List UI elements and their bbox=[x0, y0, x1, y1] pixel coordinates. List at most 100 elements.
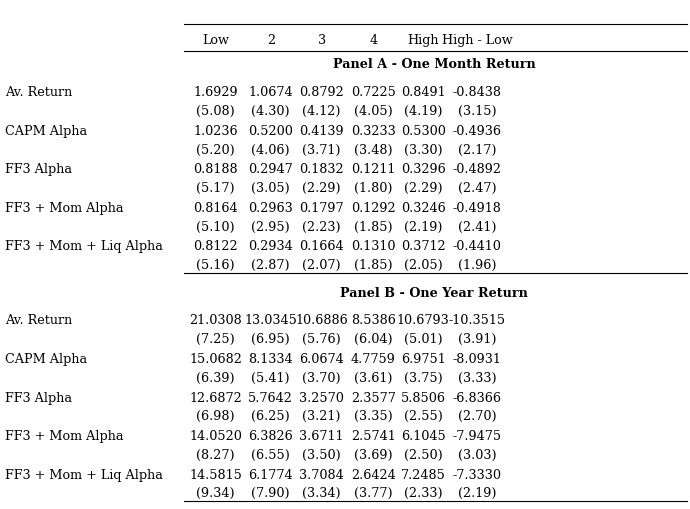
Text: Panel B - One Year Return: Panel B - One Year Return bbox=[340, 286, 529, 299]
Text: 6.0674: 6.0674 bbox=[299, 352, 344, 365]
Text: (3.15): (3.15) bbox=[457, 105, 496, 118]
Text: (6.25): (6.25) bbox=[251, 410, 290, 422]
Text: 0.8122: 0.8122 bbox=[193, 240, 238, 253]
Text: 0.5200: 0.5200 bbox=[248, 125, 293, 137]
Text: 6.9751: 6.9751 bbox=[401, 352, 446, 365]
Text: 8.1334: 8.1334 bbox=[248, 352, 293, 365]
Text: FF3 + Mom + Liq Alpha: FF3 + Mom + Liq Alpha bbox=[5, 468, 163, 480]
Text: 14.5815: 14.5815 bbox=[189, 468, 242, 480]
Text: (2.87): (2.87) bbox=[251, 259, 290, 272]
Text: 0.1211: 0.1211 bbox=[351, 163, 395, 176]
Text: 6.1774: 6.1774 bbox=[248, 468, 293, 480]
Text: (2.19): (2.19) bbox=[457, 487, 496, 499]
Text: (6.95): (6.95) bbox=[251, 332, 290, 346]
Text: (3.30): (3.30) bbox=[404, 143, 443, 156]
Text: Av. Return: Av. Return bbox=[5, 314, 72, 327]
Text: 21.0308: 21.0308 bbox=[190, 314, 242, 327]
Text: 8.5386: 8.5386 bbox=[351, 314, 395, 327]
Text: Low: Low bbox=[202, 34, 229, 47]
Text: (5.01): (5.01) bbox=[404, 332, 443, 346]
Text: FF3 + Mom Alpha: FF3 + Mom Alpha bbox=[5, 202, 124, 214]
Text: 0.2963: 0.2963 bbox=[248, 202, 293, 214]
Text: (3.69): (3.69) bbox=[354, 448, 393, 461]
Text: (2.07): (2.07) bbox=[302, 259, 341, 272]
Text: (3.34): (3.34) bbox=[302, 487, 341, 499]
Text: (5.10): (5.10) bbox=[197, 220, 235, 233]
Text: (5.16): (5.16) bbox=[197, 259, 235, 272]
Text: 0.7225: 0.7225 bbox=[351, 86, 395, 99]
Text: (6.55): (6.55) bbox=[251, 448, 290, 461]
Text: 0.3246: 0.3246 bbox=[401, 202, 446, 214]
Text: CAPM Alpha: CAPM Alpha bbox=[5, 125, 87, 137]
Text: 0.1832: 0.1832 bbox=[299, 163, 344, 176]
Text: 7.2485: 7.2485 bbox=[401, 468, 446, 480]
Text: 2.5741: 2.5741 bbox=[351, 429, 395, 442]
Text: -0.4918: -0.4918 bbox=[453, 202, 502, 214]
Text: (2.05): (2.05) bbox=[404, 259, 443, 272]
Text: (7.90): (7.90) bbox=[251, 487, 290, 499]
Text: (9.34): (9.34) bbox=[197, 487, 235, 499]
Text: 4.7759: 4.7759 bbox=[351, 352, 395, 365]
Text: -8.0931: -8.0931 bbox=[453, 352, 502, 365]
Text: 10.6793: 10.6793 bbox=[397, 314, 450, 327]
Text: 1.0674: 1.0674 bbox=[248, 86, 293, 99]
Text: (2.41): (2.41) bbox=[457, 220, 496, 233]
Text: 0.8188: 0.8188 bbox=[193, 163, 238, 176]
Text: (8.27): (8.27) bbox=[197, 448, 235, 461]
Text: (3.48): (3.48) bbox=[354, 143, 393, 156]
Text: 2: 2 bbox=[267, 34, 275, 47]
Text: 10.6886: 10.6886 bbox=[295, 314, 348, 327]
Text: (5.20): (5.20) bbox=[197, 143, 235, 156]
Text: (7.25): (7.25) bbox=[197, 332, 235, 346]
Text: -0.4936: -0.4936 bbox=[453, 125, 502, 137]
Text: (5.41): (5.41) bbox=[251, 371, 290, 384]
Text: -7.9475: -7.9475 bbox=[453, 429, 502, 442]
Text: Av. Return: Av. Return bbox=[5, 86, 72, 99]
Text: CAPM Alpha: CAPM Alpha bbox=[5, 352, 87, 365]
Text: 0.4139: 0.4139 bbox=[299, 125, 344, 137]
Text: 6.1045: 6.1045 bbox=[401, 429, 446, 442]
Text: 1.0236: 1.0236 bbox=[193, 125, 238, 137]
Text: (3.71): (3.71) bbox=[302, 143, 341, 156]
Text: -6.8366: -6.8366 bbox=[453, 391, 502, 404]
Text: 2.6424: 2.6424 bbox=[351, 468, 395, 480]
Text: (3.91): (3.91) bbox=[457, 332, 496, 346]
Text: (2.50): (2.50) bbox=[404, 448, 443, 461]
Text: High - Low: High - Low bbox=[442, 34, 512, 47]
Text: (4.30): (4.30) bbox=[251, 105, 290, 118]
Text: 5.7642: 5.7642 bbox=[248, 391, 293, 404]
Text: (2.23): (2.23) bbox=[302, 220, 341, 233]
Text: 0.8491: 0.8491 bbox=[401, 86, 446, 99]
Text: FF3 Alpha: FF3 Alpha bbox=[5, 163, 72, 176]
Text: 0.1664: 0.1664 bbox=[299, 240, 344, 253]
Text: 15.0682: 15.0682 bbox=[189, 352, 242, 365]
Text: (2.29): (2.29) bbox=[404, 182, 443, 194]
Text: (2.29): (2.29) bbox=[302, 182, 341, 194]
Text: High: High bbox=[408, 34, 439, 47]
Text: 0.5300: 0.5300 bbox=[401, 125, 446, 137]
Text: -10.3515: -10.3515 bbox=[448, 314, 506, 327]
Text: 3.7084: 3.7084 bbox=[299, 468, 344, 480]
Text: (1.85): (1.85) bbox=[354, 220, 393, 233]
Text: (6.98): (6.98) bbox=[197, 410, 235, 422]
Text: 0.1292: 0.1292 bbox=[351, 202, 395, 214]
Text: (2.55): (2.55) bbox=[404, 410, 443, 422]
Text: 0.2947: 0.2947 bbox=[248, 163, 293, 176]
Text: 1.6929: 1.6929 bbox=[193, 86, 238, 99]
Text: (2.47): (2.47) bbox=[457, 182, 496, 194]
Text: (4.12): (4.12) bbox=[302, 105, 341, 118]
Text: (2.19): (2.19) bbox=[404, 220, 442, 233]
Text: (3.05): (3.05) bbox=[251, 182, 290, 194]
Text: (3.61): (3.61) bbox=[354, 371, 393, 384]
Text: 5.8506: 5.8506 bbox=[401, 391, 446, 404]
Text: (1.96): (1.96) bbox=[457, 259, 496, 272]
Text: 0.8792: 0.8792 bbox=[299, 86, 344, 99]
Text: 0.1797: 0.1797 bbox=[299, 202, 344, 214]
Text: FF3 Alpha: FF3 Alpha bbox=[5, 391, 72, 404]
Text: 2.3577: 2.3577 bbox=[351, 391, 395, 404]
Text: (6.39): (6.39) bbox=[197, 371, 235, 384]
Text: 6.3826: 6.3826 bbox=[248, 429, 293, 442]
Text: 3: 3 bbox=[317, 34, 326, 47]
Text: (5.76): (5.76) bbox=[302, 332, 341, 346]
Text: 3.6711: 3.6711 bbox=[299, 429, 344, 442]
